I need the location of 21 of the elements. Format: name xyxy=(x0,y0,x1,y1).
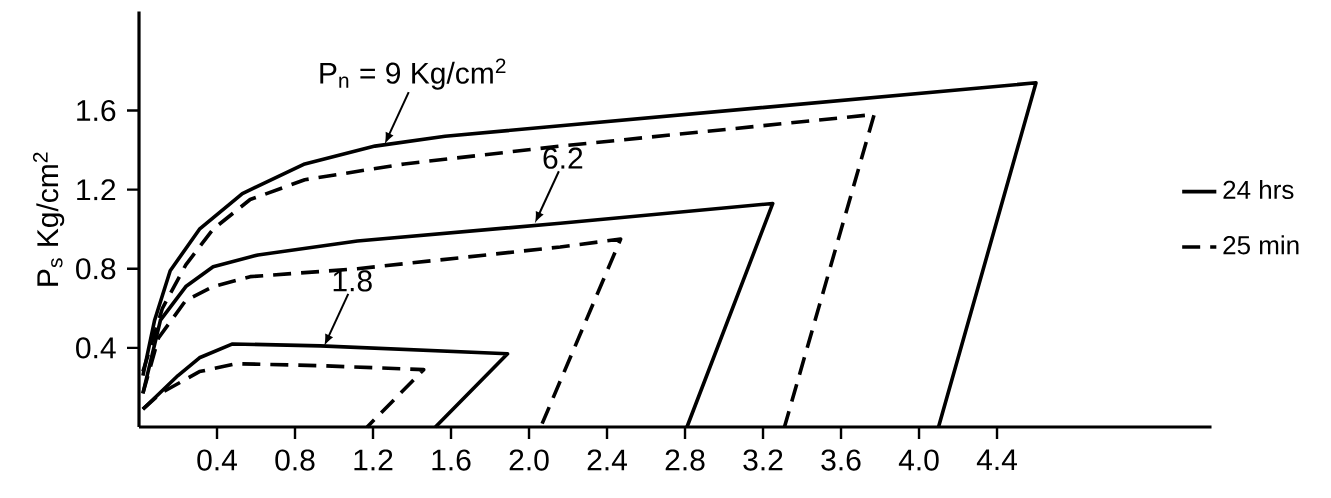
x-tick-label: 3.2 xyxy=(743,449,783,471)
annotation: 1.8 xyxy=(333,270,372,292)
x-tick-label: 0.8 xyxy=(275,449,315,471)
x-tick-label: 3.6 xyxy=(821,449,861,471)
legend-label: 24 hrs xyxy=(1223,179,1294,200)
annotation: 6.2 xyxy=(543,147,583,169)
y-axis-title: P$_{s}$ Kg/cm$^{2}$ xyxy=(32,152,65,286)
y-tick-label: 1.6 xyxy=(77,99,116,122)
x-tick-label: 1.6 xyxy=(432,449,471,471)
x-tick-label: 2.8 xyxy=(665,449,705,471)
x-tick-label: 0.4 xyxy=(197,449,237,471)
legend-label: 25 min xyxy=(1223,235,1299,255)
x-tick-label: 2.4 xyxy=(587,449,627,471)
x-tick-label: 4.4 xyxy=(976,449,1017,471)
y-tick-label: 1.2 xyxy=(77,179,116,201)
x-tick-label: 2.0 xyxy=(509,449,549,471)
y-tick-label: 0.8 xyxy=(76,258,116,280)
y-tick-label: 0.4 xyxy=(76,337,116,359)
x-tick-label: 4.0 xyxy=(898,449,939,471)
annotation: P$_{n}$ = 9 Kg/cm$^{2}$ xyxy=(320,58,506,90)
x-tick-label: 1.2 xyxy=(354,449,393,471)
